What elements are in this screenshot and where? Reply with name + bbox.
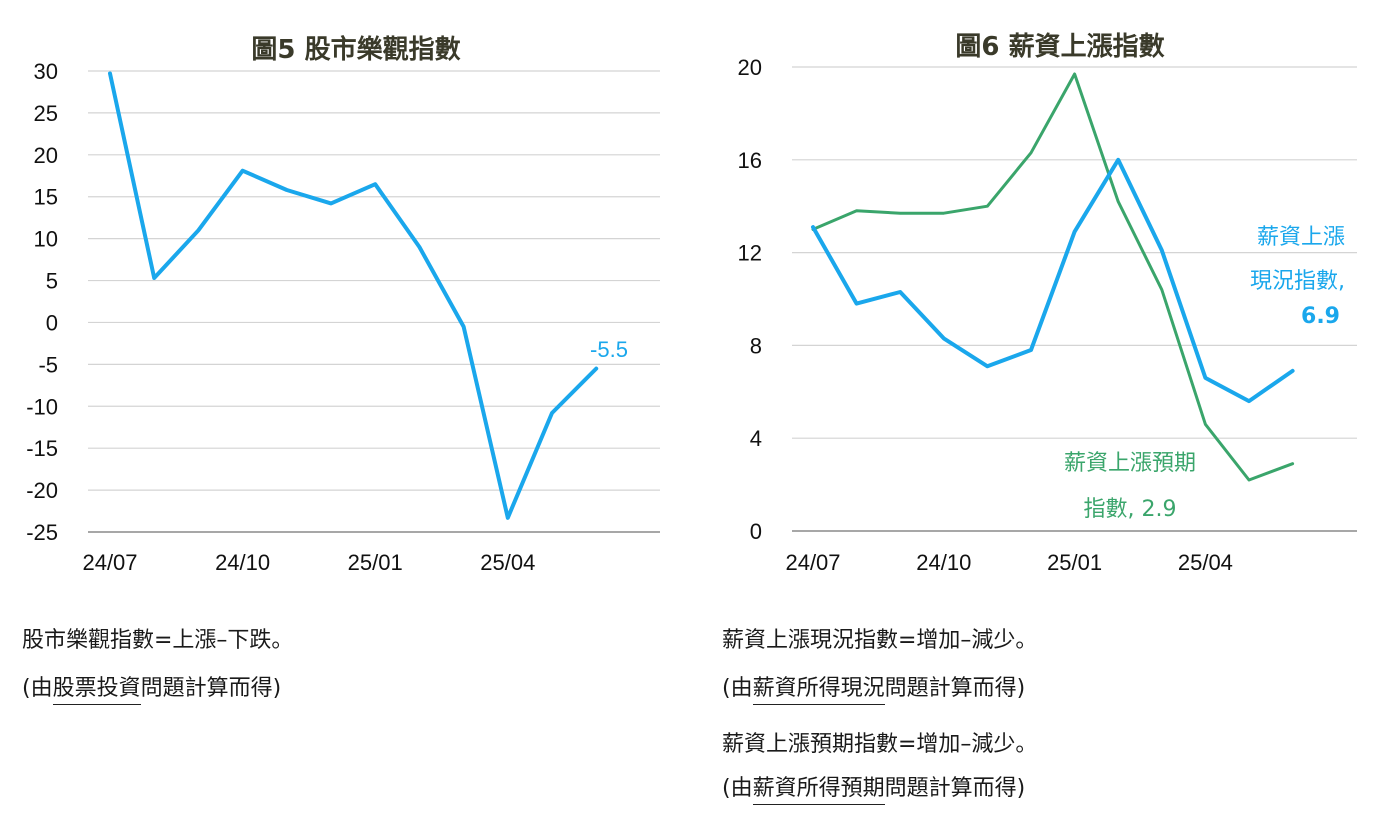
y-tick-label: 5 bbox=[46, 269, 58, 294]
y-tick-label: 20 bbox=[34, 143, 58, 168]
series-line-1 bbox=[811, 157, 1295, 404]
y-tick-label: 25 bbox=[34, 101, 58, 126]
note-right-source-expected-prefix: (由 bbox=[722, 776, 753, 801]
y-tick-label: -15 bbox=[26, 436, 58, 461]
series-label-line: 6.9 bbox=[1301, 304, 1340, 329]
note-left-source-prefix: (由 bbox=[22, 676, 53, 701]
note-left-source: (由股票投資問題計算而得) bbox=[22, 670, 282, 705]
y-tick-label: 20 bbox=[738, 55, 762, 80]
y-tick-label: 15 bbox=[34, 185, 58, 210]
chart-title: 圖5 股市樂觀指數 bbox=[251, 34, 460, 65]
y-tick-label: 0 bbox=[750, 519, 762, 544]
y-tick-label: 0 bbox=[46, 310, 58, 335]
chart-wage-increase: 圖6 薪資上漲指數 20 16 12 8 4 0 24/07 24/10 25/01 25/04 薪資… bbox=[738, 32, 1357, 575]
note-right-line1: 薪資上漲現況指數=增加–減少。 bbox=[722, 628, 1038, 653]
series-label-line: 指數, 2.9 bbox=[1084, 497, 1177, 522]
series-line-2 bbox=[811, 72, 1295, 482]
series-line-1 bbox=[108, 71, 599, 520]
note-left-line1: 股市樂觀指數=上漲–下跌。 bbox=[22, 628, 294, 653]
note-right-source-current-underlined: 薪資所得現況 bbox=[752, 676, 885, 705]
note-right-source-current: (由薪資所得現況問題計算而得) bbox=[722, 670, 1026, 705]
series-label-line: 現況指數, bbox=[1250, 269, 1345, 294]
y-tick-label: 4 bbox=[750, 426, 762, 451]
x-tick-label: 25/04 bbox=[480, 550, 535, 575]
x-tick-label: 24/07 bbox=[82, 550, 137, 575]
x-tick-label: 25/04 bbox=[1178, 550, 1233, 575]
y-tick-label: 10 bbox=[34, 227, 58, 252]
data-label: -5.5 bbox=[590, 337, 628, 362]
y-tick-label: -5 bbox=[38, 352, 58, 377]
note-left-source-underlined: 股票投資 bbox=[52, 676, 141, 705]
series-label-line: 薪資上漲預期 bbox=[1064, 451, 1196, 476]
note-left-source-suffix: 問題計算而得) bbox=[140, 676, 282, 701]
note-right-definition-expected: 薪資上漲預期指數=增加–減少。 bbox=[722, 726, 1037, 758]
x-tick-label: 24/10 bbox=[215, 550, 270, 575]
y-tick-label: -25 bbox=[26, 520, 58, 545]
y-tick-label: -10 bbox=[26, 394, 58, 419]
note-right-source-expected: (由薪資所得預期問題計算而得) bbox=[722, 770, 1026, 805]
series-label-line: 薪資上漲 bbox=[1257, 225, 1345, 250]
note-left-definition: 股市樂觀指數=上漲–下跌。 bbox=[22, 622, 293, 654]
note-right-line3: 薪資上漲預期指數=增加–減少。 bbox=[722, 732, 1038, 757]
y-tick-label: 30 bbox=[34, 59, 58, 84]
x-tick-label: 24/07 bbox=[785, 550, 840, 575]
y-tick-label: -20 bbox=[26, 478, 58, 503]
x-tick-label: 25/01 bbox=[348, 550, 403, 575]
note-right-source-expected-underlined: 薪資所得預期 bbox=[752, 776, 885, 805]
note-right-source-expected-suffix: 問題計算而得) bbox=[884, 776, 1026, 801]
note-right-source-current-suffix: 問題計算而得) bbox=[884, 676, 1026, 701]
chart-stock-optimism: 圖5 股市樂觀指數 30 25 20 15 10 5 0 -5 -10 -15 -20 -25 24/07… bbox=[26, 34, 660, 575]
note-right-definition-current: 薪資上漲現況指數=增加–減少。 bbox=[722, 622, 1037, 654]
x-tick-label: 25/01 bbox=[1047, 550, 1102, 575]
chart-title: 圖6 薪資上漲指數 bbox=[955, 32, 1164, 62]
y-tick-label: 16 bbox=[738, 148, 762, 173]
y-tick-label: 12 bbox=[738, 241, 762, 266]
y-tick-label: 8 bbox=[750, 333, 762, 358]
note-right-source-current-prefix: (由 bbox=[722, 676, 753, 701]
x-tick-label: 24/10 bbox=[916, 550, 971, 575]
